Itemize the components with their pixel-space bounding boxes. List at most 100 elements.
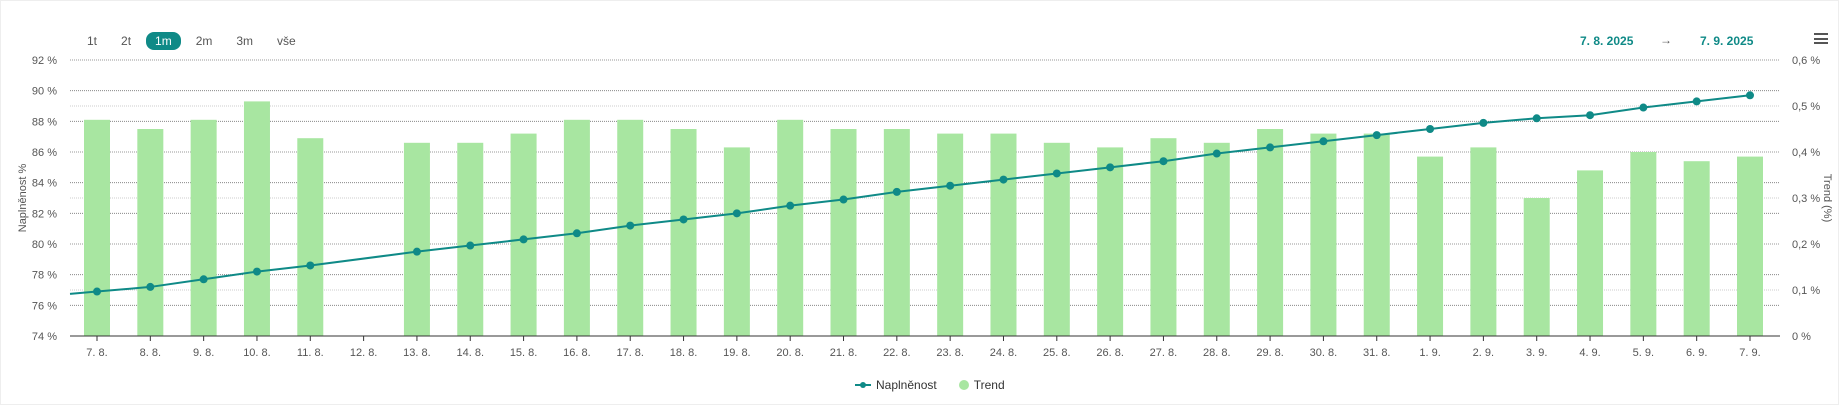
y-left-tick-label: 88 % — [32, 116, 57, 128]
hamburger-menu-icon[interactable] — [1814, 33, 1828, 44]
y-left-tick-label: 82 % — [32, 208, 57, 220]
y-left-tick-label: 84 % — [32, 178, 57, 190]
legend-item-naplnenost[interactable]: Naplněnost — [855, 378, 937, 392]
y-right-tick-label: 0,4 % — [1792, 147, 1820, 159]
naplnenost-point — [839, 195, 848, 204]
x-tick-label: 24. 8. — [990, 347, 1018, 359]
y-left-tick-label: 92 % — [32, 55, 57, 67]
naplnenost-point — [1266, 143, 1275, 152]
line-marker-icon — [855, 380, 871, 390]
legend-item-trend[interactable]: Trend — [958, 378, 1005, 392]
y-right-tick-label: 0 % — [1792, 331, 1811, 343]
x-tick-label: 18. 8. — [670, 347, 698, 359]
naplnenost-point — [1746, 91, 1754, 100]
date-to[interactable]: 7. 9. 2025 — [1700, 34, 1754, 48]
trend-bar — [190, 119, 217, 336]
trend-bar — [1310, 133, 1337, 336]
trend-bar — [777, 119, 804, 336]
trend-bar — [990, 133, 1017, 336]
x-tick-label: 26. 8. — [1096, 347, 1124, 359]
naplnenost-point — [252, 267, 261, 276]
naplnenost-point — [93, 287, 101, 296]
trend-bar — [1630, 152, 1657, 336]
trend-bar — [457, 142, 484, 336]
naplnenost-point — [626, 221, 635, 230]
naplnenost-point — [146, 282, 155, 291]
x-tick-label: 9. 8. — [193, 347, 214, 359]
y-left-tick-label: 80 % — [32, 239, 57, 251]
naplnenost-point — [1319, 137, 1328, 146]
naplnenost-point — [572, 229, 581, 238]
trend-bar — [1737, 156, 1763, 336]
naplnenost-point — [1106, 163, 1115, 172]
y-right-tick-label: 0,1 % — [1792, 285, 1820, 297]
x-tick-label: 31. 8. — [1363, 347, 1391, 359]
naplnenost-point — [1586, 111, 1595, 120]
x-tick-label: 29. 8. — [1256, 347, 1284, 359]
x-tick-label: 7. 9. — [1739, 347, 1760, 359]
trend-bar — [1097, 147, 1124, 336]
naplnenost-point — [1479, 118, 1488, 127]
date-from[interactable]: 7. 8. 2025 — [1580, 34, 1634, 48]
y-left-tick-label: 86 % — [32, 147, 57, 159]
naplnenost-point — [306, 261, 315, 270]
naplnenost-point — [1532, 114, 1541, 123]
range-selector: 1t 2t 1m 2m 3m vše — [78, 32, 305, 50]
y-left-tick-label: 74 % — [32, 331, 57, 343]
x-tick-label: 1. 9. — [1419, 347, 1440, 359]
x-tick-label: 17. 8. — [616, 347, 644, 359]
trend-bar — [1523, 198, 1550, 336]
naplnenost-point — [1639, 103, 1648, 112]
range-button-1m[interactable]: 1m — [146, 32, 181, 50]
x-tick-label: 14. 8. — [456, 347, 484, 359]
y-left-tick-label: 90 % — [32, 86, 57, 98]
x-tick-label: 22. 8. — [883, 347, 911, 359]
y-right-tick-label: 0,2 % — [1792, 239, 1820, 251]
x-tick-label: 25. 8. — [1043, 347, 1071, 359]
trend-bar — [830, 129, 857, 336]
x-tick-label: 13. 8. — [403, 347, 431, 359]
naplnenost-point — [199, 275, 208, 284]
y-right-axis-title: Trend (%) — [1821, 174, 1833, 223]
range-button-vše[interactable]: vše — [277, 34, 296, 48]
y-left-tick-label: 78 % — [32, 270, 57, 282]
trend-bar — [1257, 129, 1284, 336]
naplnenost-point — [1426, 125, 1435, 133]
x-tick-label: 8. 8. — [140, 347, 161, 359]
trend-bar — [883, 129, 910, 336]
x-tick-label: 6. 9. — [1686, 347, 1707, 359]
range-button-3m[interactable]: 3m — [236, 34, 254, 48]
naplnenost-point — [519, 235, 528, 244]
naplnenost-point — [679, 215, 688, 224]
naplnenost-point — [412, 247, 421, 256]
y-right-tick-label: 0,3 % — [1792, 193, 1820, 205]
naplnenost-point — [946, 181, 955, 190]
circle-marker-icon — [958, 380, 969, 390]
y-right-tick-label: 0,5 % — [1792, 101, 1820, 113]
x-tick-label: 16. 8. — [563, 347, 591, 359]
trend-bar — [937, 133, 964, 336]
range-button-2m[interactable]: 2m — [195, 34, 213, 48]
y-left-axis-title: Naplněnost % — [17, 164, 29, 233]
date-range-arrow: → — [1660, 33, 1672, 47]
naplnenost-point — [1212, 149, 1221, 158]
legend-label-naplnenost: Naplněnost — [876, 378, 937, 392]
trend-bar — [137, 129, 164, 336]
x-tick-label: 27. 8. — [1150, 347, 1178, 359]
range-button-2t[interactable]: 2t — [121, 34, 132, 48]
trend-bar — [1577, 170, 1604, 336]
range-button-1t[interactable]: 1t — [87, 34, 98, 48]
x-tick-label: 5. 9. — [1633, 347, 1654, 359]
x-tick-label: 30. 8. — [1310, 347, 1338, 359]
trend-bar — [297, 138, 324, 336]
naplnenost-point — [732, 209, 741, 218]
x-tick-label: 19. 8. — [723, 347, 751, 359]
x-tick-label: 15. 8. — [510, 347, 538, 359]
x-tick-label: 23. 8. — [936, 347, 964, 359]
x-tick-label: 7. 8. — [86, 347, 107, 359]
legend-label-trend: Trend — [973, 378, 1005, 392]
naplnenost-point — [786, 201, 795, 210]
trend-bar — [1417, 156, 1444, 336]
x-tick-label: 28. 8. — [1203, 347, 1231, 359]
